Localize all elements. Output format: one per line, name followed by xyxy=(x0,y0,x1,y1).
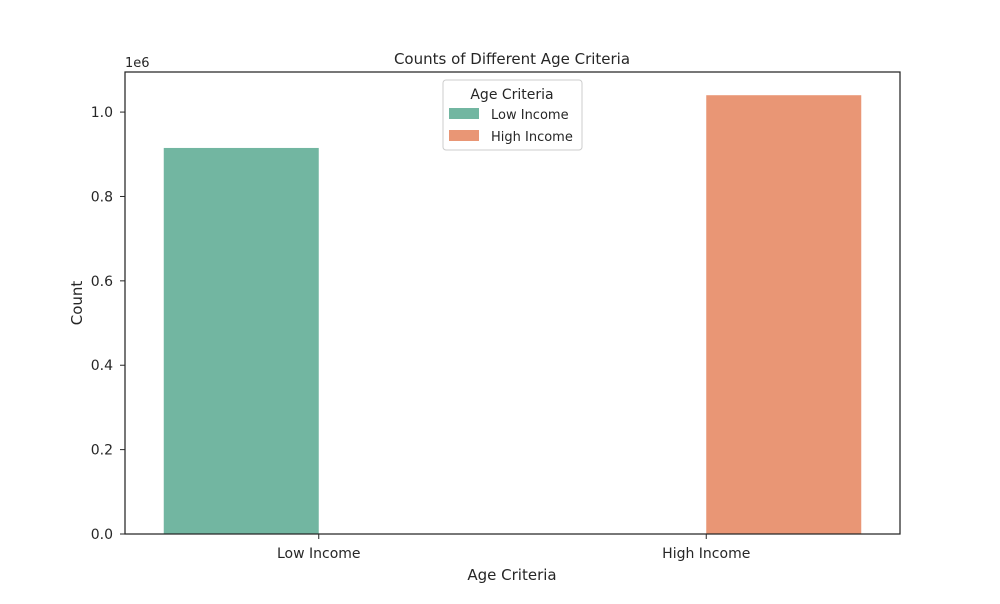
legend-label-high-income: High Income xyxy=(491,130,573,145)
legend-swatch-high-income xyxy=(449,130,479,141)
plot-frame xyxy=(124,71,901,535)
y-tick-label: 0.0 xyxy=(91,527,113,543)
y-axis: 0.0 0.2 0.4 0.6 0.8 1.0 xyxy=(91,105,125,543)
bar-high-income-high-income xyxy=(706,95,862,535)
y-axis-offset-text: 1e6 xyxy=(125,56,150,71)
y-axis-label: Count xyxy=(68,281,86,326)
y-tick-label: 0.8 xyxy=(91,189,113,205)
bar-low-income-low-income xyxy=(163,147,319,534)
chart-title: Counts of Different Age Criteria xyxy=(394,50,630,68)
x-axis-label: Age Criteria xyxy=(467,566,556,584)
legend-label-low-income: Low Income xyxy=(491,108,569,123)
y-tick-label: 0.4 xyxy=(91,358,113,374)
y-tick-label: 0.2 xyxy=(91,443,113,459)
bars-layer xyxy=(163,95,862,535)
x-tick-label-high-income: High Income xyxy=(662,546,750,562)
legend-swatch-low-income xyxy=(449,108,479,119)
x-axis: Low Income High Income xyxy=(277,534,750,562)
y-tick-label: 0.6 xyxy=(91,274,113,290)
y-tick-label: 1.0 xyxy=(91,105,113,121)
legend-title: Age Criteria xyxy=(470,87,553,103)
x-tick-label-low-income: Low Income xyxy=(277,546,361,562)
legend: Age Criteria Low Income High Income xyxy=(442,79,583,151)
